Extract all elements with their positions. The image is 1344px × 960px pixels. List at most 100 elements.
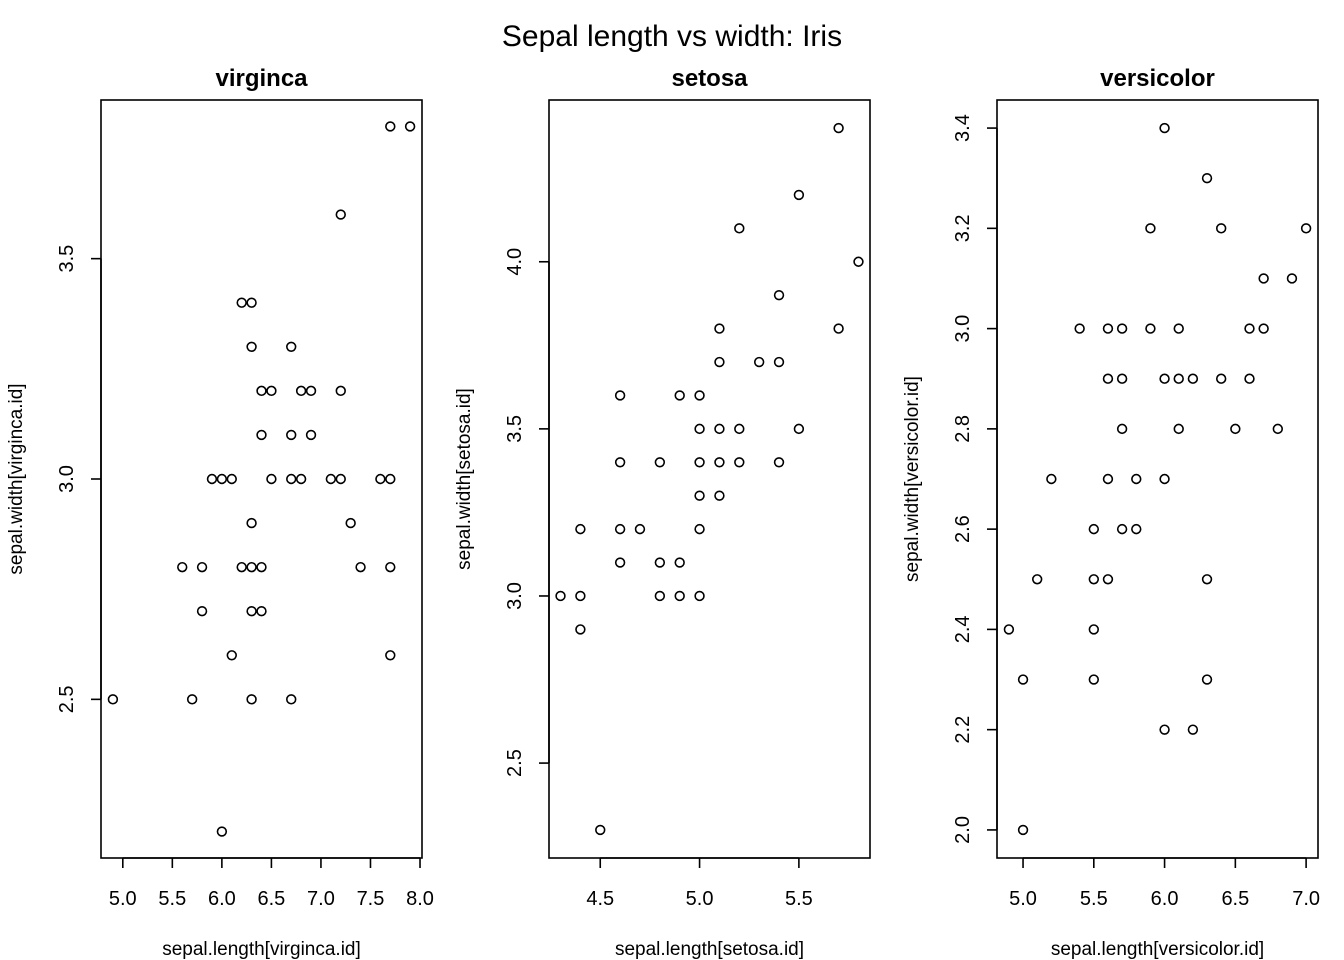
data-point [1244, 323, 1255, 334]
data-point [246, 297, 257, 308]
y-axis: 2.0 2.2 2.4 2.6 2.8 3.0 3.2 3.4 [952, 114, 998, 844]
y-tick-label: 3.4 [952, 114, 974, 142]
data-point [286, 473, 297, 485]
data-point [1088, 574, 1100, 585]
data-points [107, 121, 416, 837]
data-point [694, 590, 705, 602]
data-point [286, 429, 297, 441]
data-point [714, 457, 725, 468]
y-axis-label: sepal.width[versicolor.id] [902, 376, 923, 582]
data-point [1300, 223, 1312, 234]
data-point [206, 473, 218, 485]
data-point [1230, 423, 1241, 435]
figure-supertitle: Sepal length vs width: Iris [502, 20, 842, 53]
data-point [375, 473, 386, 485]
data-point [1159, 724, 1170, 735]
data-point [1159, 373, 1170, 384]
data-point [694, 523, 705, 535]
x-tick-label: 6.5 [258, 888, 286, 910]
data-point [186, 694, 198, 705]
panel-title: setosa [671, 65, 748, 92]
data-point [355, 561, 366, 573]
x-tick-label: 5.5 [1080, 888, 1108, 910]
data-point [385, 121, 396, 132]
y-tick-label: 3.0 [504, 582, 526, 610]
data-point [1159, 473, 1170, 485]
plot-frame [996, 99, 1319, 859]
data-point [226, 473, 237, 485]
y-tick-label: 2.6 [952, 515, 974, 543]
data-point [1215, 373, 1227, 384]
x-axis: 5.0 5.5 6.0 6.5 7.0 7.5 8.0 [109, 857, 434, 910]
x-tick-label: 5.5 [158, 888, 186, 910]
data-point [674, 557, 685, 568]
data-point [256, 606, 267, 617]
data-point [833, 323, 844, 334]
x-tick-label: 7.5 [357, 888, 385, 910]
panel-virginca: virginca 5.0 5.5 6.0 6.5 7.0 7.5 8.0 2.5 3.0 3.5 se… [6, 65, 434, 960]
data-point [614, 557, 626, 568]
data-point [654, 557, 666, 568]
x-axis: 4.5 5.0 5.5 [586, 857, 813, 910]
data-point [614, 457, 626, 468]
data-point [734, 423, 745, 435]
data-point [196, 606, 208, 617]
data-point [236, 297, 247, 308]
x-tick-label: 6.0 [208, 888, 236, 910]
data-point [714, 490, 725, 501]
x-tick-label: 5.0 [1009, 888, 1037, 910]
y-tick-label: 2.4 [952, 615, 974, 643]
data-point [1131, 523, 1142, 535]
y-tick-label: 2.8 [952, 415, 974, 443]
data-point [1145, 323, 1156, 334]
data-point [1088, 674, 1100, 685]
data-point [385, 473, 396, 485]
data-point [773, 356, 785, 368]
y-axis: 2.5 3.0 3.5 4.0 [504, 248, 550, 777]
data-point [256, 385, 267, 397]
x-tick-label: 5.0 [109, 888, 137, 910]
data-point [793, 189, 805, 201]
data-point [1258, 273, 1269, 284]
data-point [674, 590, 685, 602]
y-tick-label: 2.0 [952, 816, 974, 844]
data-point [793, 423, 805, 435]
data-point [773, 289, 785, 301]
data-point [1187, 373, 1199, 384]
x-tick-label: 7.0 [1292, 888, 1320, 910]
data-point [1131, 473, 1142, 485]
data-point [1145, 223, 1156, 234]
data-point [107, 694, 119, 705]
data-point [1031, 574, 1043, 585]
data-point [1201, 574, 1213, 585]
data-point [1173, 423, 1184, 435]
panel-title: virginca [215, 65, 308, 92]
data-point [1102, 574, 1114, 585]
data-point [246, 694, 257, 705]
data-point [654, 457, 666, 468]
y-tick-label: 2.2 [952, 716, 974, 744]
data-point [734, 223, 745, 234]
data-point [634, 523, 646, 535]
data-point [1088, 523, 1100, 535]
data-point [694, 390, 705, 401]
x-axis-label: sepal.length[virginca.id] [162, 939, 361, 960]
data-point [1102, 473, 1114, 485]
data-point [1173, 323, 1184, 334]
data-point [555, 590, 566, 602]
data-point [1159, 122, 1170, 134]
data-point [295, 473, 307, 485]
data-point [575, 624, 586, 635]
data-point [1215, 223, 1227, 234]
data-point [1074, 323, 1085, 334]
data-point [654, 590, 666, 602]
data-point [1272, 423, 1284, 435]
data-point [196, 561, 208, 573]
data-point [1116, 523, 1128, 535]
data-point [1173, 373, 1184, 384]
data-points [555, 122, 864, 836]
data-point [256, 561, 267, 573]
data-point [305, 385, 317, 397]
data-point [216, 826, 228, 837]
